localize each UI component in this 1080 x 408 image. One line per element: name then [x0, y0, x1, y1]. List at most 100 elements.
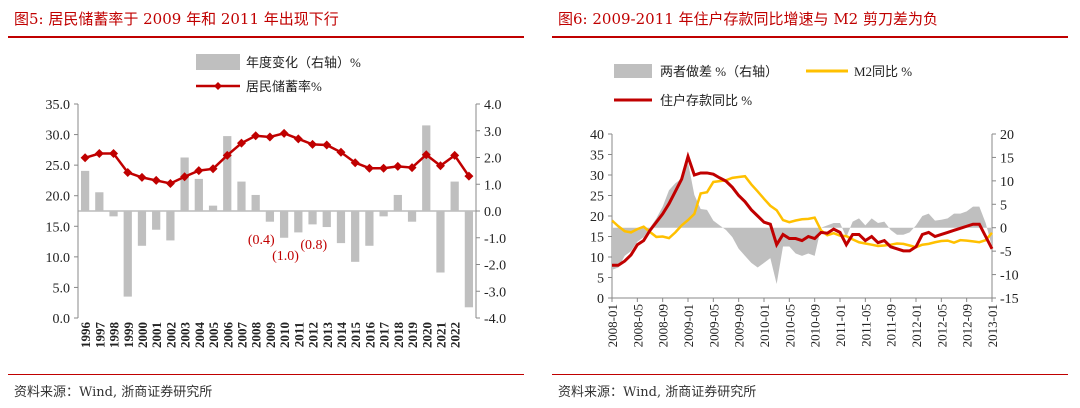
title-rule — [8, 36, 524, 38]
bar-annual-change — [223, 136, 232, 211]
x-tick-label: 2018 — [391, 322, 406, 349]
point-savings-rate — [251, 131, 261, 141]
x-tick-label: 2013-01 — [985, 304, 1000, 347]
point-savings-rate — [293, 134, 303, 144]
legend-area-label: 两者做差 %（右轴） — [660, 64, 778, 79]
area-difference — [612, 162, 992, 284]
point-savings-rate — [450, 150, 460, 160]
x-tick-label: 2008-05 — [630, 304, 645, 347]
left-tick-label: 25.0 — [46, 159, 71, 174]
x-tick-label: 2010-05 — [782, 304, 797, 347]
point-savings-rate — [94, 149, 104, 159]
left-tick-label: 30 — [590, 169, 604, 184]
x-tick-label: 2011-09 — [884, 304, 899, 347]
point-savings-rate — [165, 178, 175, 188]
figure-5-title: 图5: 居民储蓄率于 2009 年和 2011 年出现下行 — [14, 10, 339, 28]
point-savings-rate — [80, 153, 90, 163]
left-tick-label: 5.0 — [53, 281, 71, 296]
x-tick-label: 2009-05 — [706, 304, 721, 347]
x-tick-label: 2022 — [448, 322, 463, 348]
right-tick-label: 10 — [1000, 175, 1014, 190]
right-tick-label: 2.0 — [484, 152, 502, 167]
deposit-m2-chart: 两者做差 %（右轴） M2同比 % 住户存款同比 % 0 5 10 15 20 25 30 35 40… — [590, 64, 1019, 347]
point-savings-rate — [137, 172, 147, 182]
point-savings-rate — [208, 164, 218, 174]
source-rule — [552, 374, 1068, 375]
x-tick-label: 2017 — [377, 322, 392, 349]
bar-annual-change — [265, 211, 275, 222]
legend-deposit-label: 住户存款同比 % — [660, 93, 752, 108]
right-tick-label: -15 — [1000, 292, 1019, 307]
right-tick-label: -1.0 — [484, 232, 506, 247]
annotation-2009: (0.4) — [248, 233, 275, 248]
point-savings-rate — [421, 150, 431, 160]
x-tick-label: 2008 — [249, 322, 264, 349]
left-tick-label: 0 — [597, 292, 604, 307]
x-tick-label: 2001 — [149, 322, 164, 348]
x-tick-label: 2000 — [135, 322, 150, 348]
bar-annual-change — [336, 211, 346, 244]
bar-annual-change — [95, 192, 104, 211]
right-tick-label: -10 — [1000, 269, 1019, 284]
x-tick-label: 2020 — [419, 322, 434, 348]
x-tick-label: 2010-01 — [757, 304, 772, 347]
point-savings-rate — [194, 166, 204, 176]
left-tick-label: 15.0 — [46, 220, 71, 235]
point-savings-rate — [222, 150, 232, 160]
line-m2-yoy — [611, 174, 993, 249]
right-tick-label: -2.0 — [484, 259, 506, 274]
point-savings-rate — [151, 175, 161, 185]
figure-6-panel: 图6: 2009-2011 年住户存款同比增速与 M2 剪刀差为负 两者做差 %… — [552, 0, 1072, 408]
bar-annual-change — [422, 125, 431, 211]
left-tick-label: 35 — [590, 149, 604, 164]
left-tick-label: 0.0 — [53, 312, 71, 327]
point-savings-rate — [393, 161, 403, 171]
left-tick-label: 5 — [597, 272, 604, 287]
bar-annual-change — [308, 211, 317, 225]
point-savings-rate — [322, 140, 332, 150]
x-tick-label: 2011-01 — [833, 304, 848, 347]
right-tick-label: 3.0 — [484, 125, 502, 140]
x-tick-label: 2019 — [405, 322, 420, 349]
point-savings-rate — [236, 138, 246, 148]
left-tick-label: 35.0 — [46, 98, 71, 113]
bar-annual-change — [393, 194, 402, 211]
source-rule — [8, 374, 524, 375]
legend-line-label: 居民储蓄率% — [246, 79, 322, 94]
bar-annual-change — [365, 211, 374, 246]
point-savings-rate — [464, 171, 474, 181]
figure-5-source: 资料来源：Wind, 浙商证券研究所 — [14, 385, 213, 400]
point-savings-rate — [407, 163, 417, 173]
x-tick-label: 2011 — [291, 322, 306, 347]
bar-annual-change — [80, 170, 90, 211]
legend-m2-label: M2同比 % — [854, 64, 912, 79]
bar-annual-change — [279, 211, 289, 238]
legend-bar-label: 年度变化（右轴）% — [246, 55, 361, 70]
right-tick-label: -3.0 — [484, 285, 506, 300]
right-tick-label: 1.0 — [484, 178, 502, 193]
x-tick-label: 2012-01 — [909, 304, 924, 347]
left-tick-label: 30.0 — [46, 129, 71, 144]
right-tick-label: 15 — [1000, 151, 1014, 166]
x-tick-label: 2003 — [178, 322, 193, 349]
x-tick-label: 2011-05 — [858, 304, 873, 347]
bar-annual-change — [436, 211, 445, 273]
point-savings-rate — [336, 147, 346, 157]
left-tick-label: 20.0 — [46, 190, 71, 205]
bar-annual-change — [208, 205, 218, 211]
bar-annual-change — [237, 181, 246, 211]
right-tick-label: 0.0 — [484, 205, 502, 220]
left-tick-label: 25 — [590, 190, 604, 205]
point-savings-rate — [350, 158, 360, 168]
right-tick-label: -4.0 — [484, 312, 506, 327]
x-tick-label: 1997 — [92, 322, 107, 349]
x-tick-label: 2008-01 — [605, 304, 620, 347]
bar-annual-change — [109, 211, 118, 217]
figure-6-source: 资料来源：Wind, 浙商证券研究所 — [558, 385, 757, 400]
bar-annual-change — [137, 211, 147, 246]
line-household-deposit-yoy — [612, 151, 994, 267]
bar-annual-change — [450, 181, 459, 211]
right-tick-label: 4.0 — [484, 98, 502, 113]
x-tick-label: 2002 — [163, 322, 178, 348]
bar-annual-change — [251, 194, 260, 211]
